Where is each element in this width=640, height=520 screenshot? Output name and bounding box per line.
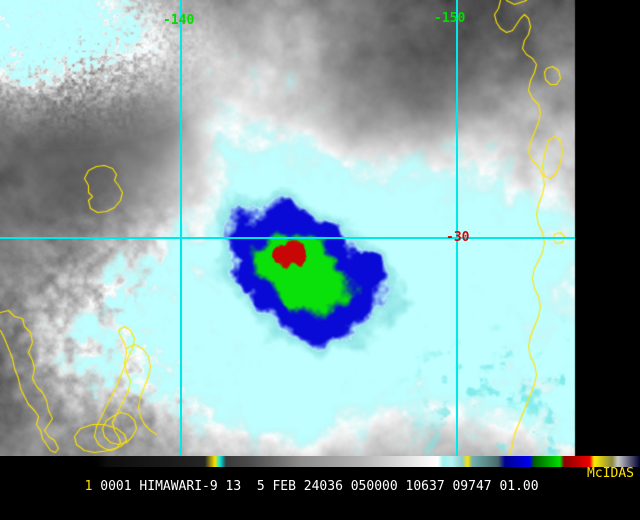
frame-sequence-number: 1 [84, 479, 93, 494]
satellite-image-canvas[interactable] [0, 0, 640, 456]
grid-line-vertical-0 [180, 0, 182, 456]
grid-line-vertical-1 [456, 0, 458, 456]
longitude-label-150: -150 [434, 11, 466, 26]
longitude-label-140: -140 [163, 13, 195, 28]
image-footer: 1 0001 HIMAWARI-9 13 5 FEB 24036 050000 … [0, 456, 640, 493]
grid-line-horizontal-0 [0, 237, 575, 239]
satellite-image-window: -140 -150 -30 1 0001 HIMAWARI-9 13 5 FEB 2… [0, 0, 640, 493]
satellite-image-panel[interactable]: -140 -150 -30 [0, 0, 640, 456]
annotation-bar: 1 0001 HIMAWARI-9 13 5 FEB 24036 050000 … [0, 466, 640, 493]
annotation-text: 0001 HIMAWARI-9 13 5 FEB 24036 050000 10… [92, 479, 539, 494]
latitude-label-30: -30 [446, 230, 470, 245]
mcidas-brand-label: McIDAS [587, 466, 634, 481]
ir-enhancement-colorbar [0, 456, 640, 467]
